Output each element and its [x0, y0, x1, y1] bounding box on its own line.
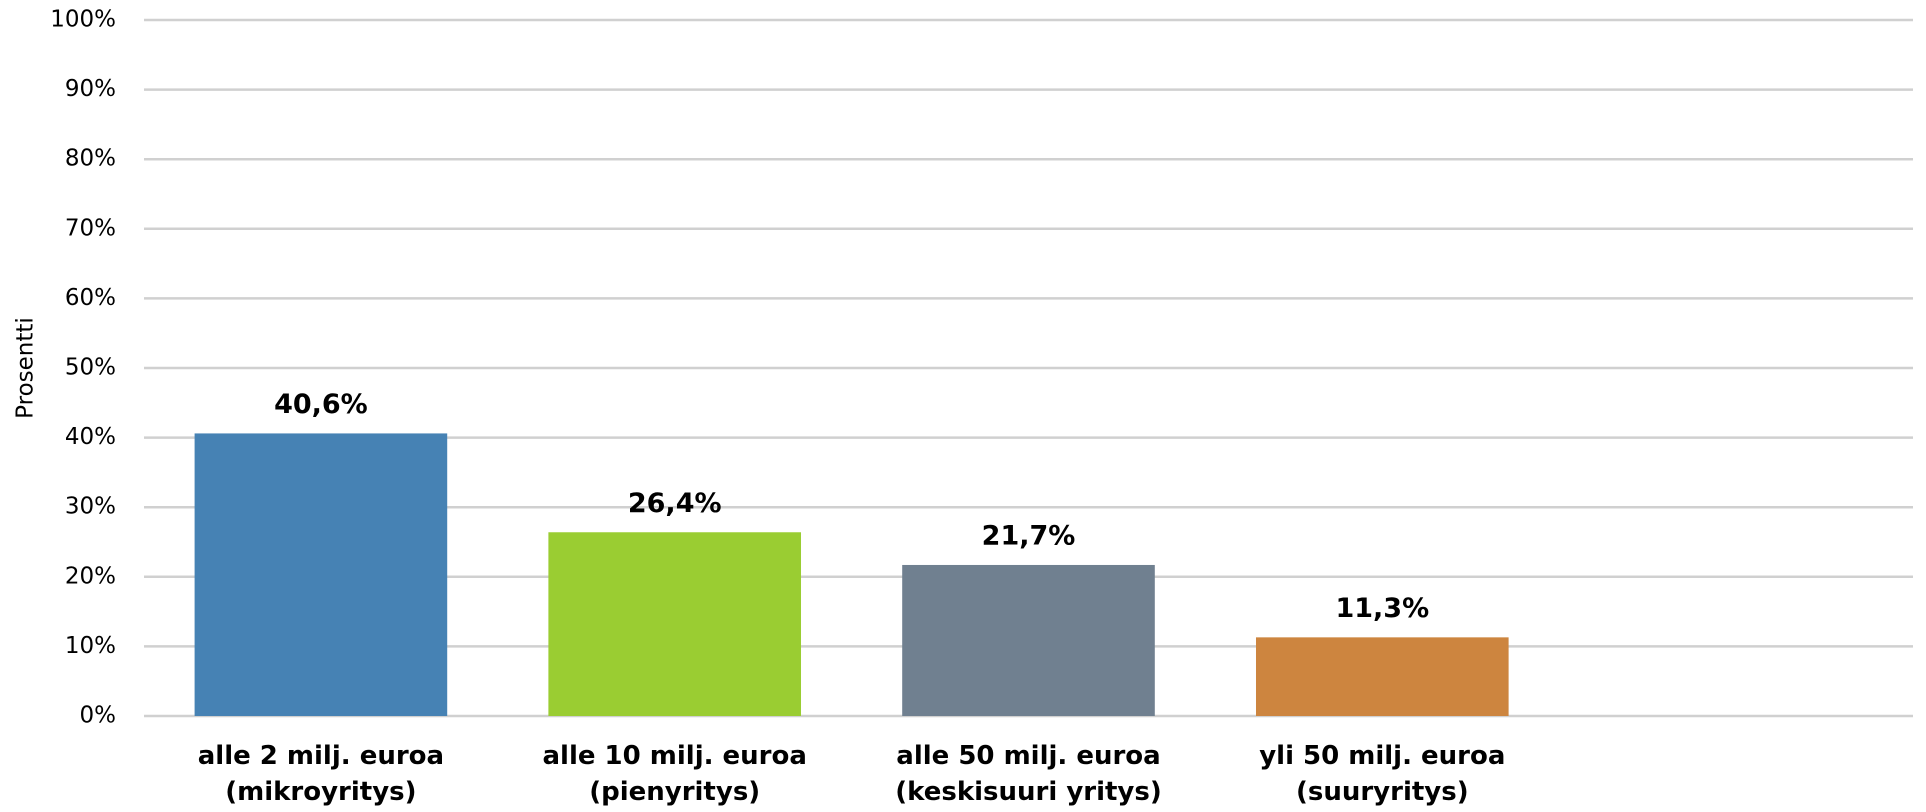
- y-tick-label: 100%: [50, 7, 116, 33]
- y-tick-label: 30%: [65, 494, 116, 520]
- y-tick-label: 50%: [65, 355, 116, 381]
- y-tick-label: 90%: [65, 76, 116, 102]
- y-tick-label: 70%: [65, 215, 116, 241]
- x-tick-label: alle 10 milj. euroa (pienyritys): [542, 741, 806, 807]
- x-tick-label-line: alle 10 milj. euroa: [542, 741, 806, 771]
- y-tick-label: 40%: [65, 424, 116, 450]
- y-tick-label: 0%: [80, 703, 117, 729]
- x-tick-label-line: (pienyritys): [589, 777, 760, 807]
- bar: [902, 564, 1155, 716]
- x-tick-label-line: (mikroyritys): [225, 777, 416, 807]
- y-tick-label: 10%: [65, 633, 116, 659]
- x-tick-label-line: (suuryritys): [1296, 777, 1469, 807]
- x-tick-label: alle 50 milj. euroa (keskisuuri yritys): [895, 741, 1162, 807]
- x-tick-label: yli 50 milj. euroa (suuryritys): [1259, 741, 1505, 807]
- x-tick-label-line: (keskisuuri yritys): [895, 777, 1162, 807]
- bar: [1255, 637, 1509, 716]
- bar: [548, 532, 802, 716]
- x-tick-label-line: yli 50 milj. euroa: [1259, 741, 1505, 771]
- data-label: 21,7%: [982, 520, 1076, 551]
- data-label: 40,6%: [274, 389, 368, 420]
- x-tick-label-line: alle 50 milj. euroa: [896, 741, 1160, 771]
- y-axis-title: Prosentti: [13, 317, 39, 419]
- data-label: 11,3%: [1335, 593, 1429, 624]
- y-tick-label: 80%: [65, 146, 116, 172]
- x-tick-label-line: alle 2 milj. euroa: [198, 741, 444, 771]
- y-tick-label: 20%: [65, 563, 116, 589]
- bar: [194, 433, 448, 716]
- y-tick-label: 60%: [65, 285, 116, 311]
- data-label: 26,4%: [628, 488, 722, 519]
- x-tick-label: alle 2 milj. euroa (mikroyritys): [198, 741, 444, 807]
